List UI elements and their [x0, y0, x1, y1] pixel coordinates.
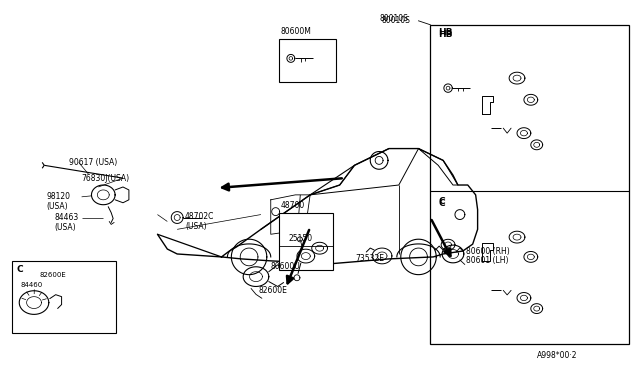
Bar	[279, 39, 336, 81]
Bar	[12, 261, 116, 333]
Text: 80600U: 80600U	[271, 262, 301, 271]
Text: (USA): (USA)	[185, 222, 207, 231]
Text: (USA): (USA)	[54, 223, 76, 232]
Text: 48700: 48700	[281, 201, 305, 210]
Text: HB: HB	[438, 30, 452, 39]
Text: 98120: 98120	[46, 192, 70, 201]
Text: C: C	[16, 264, 23, 273]
Text: 90617 (USA): 90617 (USA)	[69, 158, 117, 167]
Text: 80600 (RH): 80600 (RH)	[466, 247, 509, 256]
Text: 84463: 84463	[54, 213, 78, 222]
Text: 82600E: 82600E	[259, 286, 288, 295]
Text: 25150: 25150	[289, 234, 313, 243]
Text: 80010S: 80010S	[379, 15, 408, 23]
Text: 80010S: 80010S	[381, 16, 410, 25]
Text: 76830J(USA): 76830J(USA)	[82, 174, 130, 183]
Text: HB: HB	[438, 28, 452, 37]
Text: 73532E: 73532E	[355, 254, 385, 263]
Bar	[279, 214, 333, 270]
Text: C: C	[438, 199, 445, 208]
Text: A998*00·2: A998*00·2	[537, 351, 577, 360]
Text: 84460: 84460	[20, 282, 42, 288]
Text: (USA): (USA)	[46, 202, 68, 211]
Text: 80601 (LH): 80601 (LH)	[466, 256, 508, 265]
Text: 48702C: 48702C	[185, 212, 214, 221]
Bar	[430, 25, 629, 344]
Text: C: C	[438, 197, 445, 206]
Text: 80600M: 80600M	[281, 27, 312, 36]
Text: 82600E: 82600E	[40, 272, 67, 278]
